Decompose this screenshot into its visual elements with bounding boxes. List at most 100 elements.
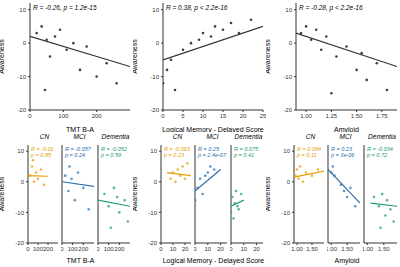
svg-text:200: 200 (43, 246, 54, 252)
html-text:CN: CN (172, 133, 183, 140)
svg-text:20: 20 (253, 246, 260, 252)
svg-text:1.25: 1.25 (326, 113, 338, 119)
svg-text:-20: -20 (15, 240, 24, 246)
svg-text:-20: -20 (283, 107, 292, 113)
html-text:MCI: MCI (206, 133, 219, 140)
html-text:Dementia: Dementia (368, 133, 396, 140)
svg-text:-10: -10 (17, 74, 26, 80)
svg-text:10: 10 (200, 113, 207, 119)
svg-text:1.50: 1.50 (306, 246, 318, 252)
svg-text:Awareness: Awareness (266, 39, 271, 74)
svg-text:10: 10 (170, 246, 177, 252)
svg-text:10: 10 (240, 246, 247, 252)
svg-text:200: 200 (114, 246, 125, 252)
html-text:CN: CN (305, 133, 316, 140)
svg-text:Awareness: Awareness (0, 176, 5, 211)
svg-text:-10: -10 (150, 74, 159, 80)
svg-text:10: 10 (150, 148, 157, 154)
svg-text:10: 10 (19, 7, 26, 13)
svg-text:0: 0 (156, 40, 160, 46)
svg-text:0: 0 (23, 40, 27, 46)
svg-text:Awareness: Awareness (0, 39, 5, 74)
html-text:R = 0.075: R = 0.075 (234, 146, 258, 152)
svg-text:200: 200 (92, 113, 103, 119)
svg-text:0: 0 (159, 246, 163, 252)
svg-text:-20: -20 (148, 240, 157, 246)
html-text:p = 0.11: p = 0.11 (297, 152, 317, 158)
svg-text:-10: -10 (15, 210, 24, 216)
svg-text:0: 0 (230, 246, 233, 252)
html-text:p = 0.23: p = 0.23 (164, 152, 184, 158)
svg-text:Logical Memory - Delayed Score: Logical Memory - Delayed Score (162, 126, 264, 132)
svg-text:0: 0 (154, 179, 158, 185)
svg-text:0: 0 (61, 246, 64, 252)
svg-text:100: 100 (58, 113, 69, 119)
html-text:R = 0.38, p < 2.2e-16: R = 0.38, p < 2.2e-16 (166, 4, 228, 11)
svg-text:100: 100 (33, 246, 43, 253)
html-text:MCI: MCI (339, 133, 352, 140)
html-text:R = -0.26, p = 1.2e-15: R = -0.26, p = 1.2e-15 (33, 4, 97, 11)
svg-text:0: 0 (161, 113, 165, 119)
html-text:p = 0.85: p = 0.85 (31, 152, 51, 158)
svg-text:-20: -20 (17, 107, 26, 113)
html-text:p = 0.59: p = 0.59 (101, 152, 121, 158)
svg-text:-20: -20 (281, 240, 290, 246)
html-text:R = 0.25: R = 0.25 (198, 146, 219, 152)
html-text:R = -0.28, p < 2.2e-16: R = -0.28, p < 2.2e-16 (299, 4, 363, 11)
svg-text:20: 20 (240, 113, 247, 119)
html-text:TMT B-A: TMT B-A (66, 257, 95, 264)
svg-text:0: 0 (194, 246, 197, 252)
html-text:R = -0.01: R = -0.01 (31, 146, 54, 152)
svg-text:0: 0 (21, 179, 25, 185)
html-text:R = -0.063: R = -0.063 (164, 146, 190, 152)
svg-text:10: 10 (204, 246, 211, 252)
svg-text:20: 20 (217, 246, 224, 252)
html-text:Amyloid: Amyloid (334, 257, 360, 264)
svg-text:1.00: 1.00 (363, 246, 374, 252)
svg-text:200: 200 (78, 246, 89, 252)
svg-text:Amyloid: Amyloid (334, 126, 359, 132)
html-text:R = -0.057: R = -0.057 (65, 146, 91, 152)
html-text:CN: CN (39, 133, 50, 140)
svg-text:TMT B-A: TMT B-A (66, 126, 94, 132)
svg-text:20: 20 (182, 246, 189, 252)
svg-text:0: 0 (28, 113, 32, 119)
svg-text:25: 25 (260, 113, 266, 119)
html-text:p = 0.24: p = 0.24 (65, 152, 85, 158)
svg-text:100: 100 (104, 246, 115, 252)
svg-text:-10: -10 (283, 74, 292, 80)
html-text:R = 0.084: R = 0.084 (297, 146, 321, 152)
svg-text:-20: -20 (150, 107, 159, 113)
svg-text:0: 0 (289, 40, 293, 46)
svg-text:1.50: 1.50 (341, 246, 353, 252)
svg-text:10: 10 (152, 7, 159, 13)
svg-text:1.50: 1.50 (378, 246, 390, 252)
svg-text:1.75: 1.75 (376, 113, 388, 119)
html-text:Dementia: Dementia (234, 133, 263, 140)
html-text:p = 2.4e-07: p = 2.4e-07 (198, 152, 226, 158)
svg-text:Awareness: Awareness (133, 176, 138, 211)
svg-text:-10: -10 (281, 210, 290, 216)
svg-text:0: 0 (26, 246, 30, 252)
svg-text:0: 0 (287, 179, 291, 185)
html-text:Dementia: Dementia (101, 133, 130, 140)
html-text:Logical Memory - Delayed Score: Logical Memory - Delayed Score (162, 257, 265, 264)
html-text:R = -0.052: R = -0.052 (101, 146, 127, 152)
svg-text:-10: -10 (148, 210, 157, 216)
svg-text:5: 5 (181, 113, 185, 119)
svg-text:1.00: 1.00 (300, 113, 312, 119)
svg-text:10: 10 (17, 148, 24, 154)
svg-text:Awareness: Awareness (133, 39, 138, 74)
svg-text:1.50: 1.50 (351, 113, 363, 119)
svg-text:1.00: 1.00 (291, 246, 303, 252)
svg-text:Awareness: Awareness (266, 176, 271, 211)
svg-text:15: 15 (220, 113, 227, 119)
html-text:MCI: MCI (73, 133, 86, 140)
svg-text:10: 10 (285, 7, 292, 13)
svg-text:1.00: 1.00 (327, 246, 338, 252)
svg-text:0: 0 (97, 246, 100, 252)
svg-text:100: 100 (68, 246, 79, 252)
html-text:p = 0.41: p = 0.41 (234, 152, 254, 158)
html-text:R = 0.23: R = 0.23 (331, 146, 352, 152)
svg-text:10: 10 (283, 148, 290, 154)
